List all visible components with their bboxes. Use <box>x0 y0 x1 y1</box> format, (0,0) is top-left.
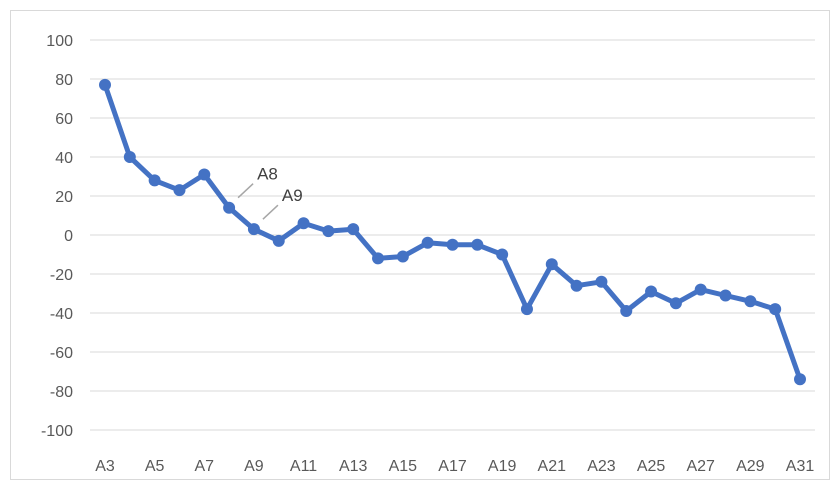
data-point-A27 <box>694 283 707 296</box>
y-tick-label: -60 <box>50 345 73 362</box>
data-point-A21 <box>545 258 558 271</box>
data-point-A12 <box>322 225 335 238</box>
series-line <box>102 82 803 382</box>
x-tick-label: A13 <box>339 458 368 475</box>
data-point-A24 <box>620 305 633 318</box>
data-point-A7 <box>198 168 211 181</box>
data-point-A23 <box>595 275 608 288</box>
x-tick-label: A19 <box>488 458 517 475</box>
data-point-A4 <box>123 151 136 163</box>
annotation-label: A8 <box>257 165 278 184</box>
data-point-A6 <box>173 184 186 197</box>
data-point-A30 <box>769 303 782 316</box>
data-point-A13 <box>347 223 360 236</box>
x-tick-label: A29 <box>736 458 765 475</box>
data-point-A20 <box>520 303 533 316</box>
x-tick-label: A9 <box>244 458 264 475</box>
x-tick-label: A31 <box>786 458 815 475</box>
annotation-leader <box>262 204 279 220</box>
y-tick-label: 100 <box>46 33 73 50</box>
x-axis-tick-labels: A3 A5 A7 A9 A11 A13 A15 A17 A19 A21 A23 A25 A27 A29 A3… <box>95 458 814 475</box>
data-point-A26 <box>669 297 682 310</box>
data-point-A8 <box>223 201 236 214</box>
data-point-A16 <box>421 236 434 249</box>
data-point-A22 <box>570 279 583 292</box>
y-axis-tick-labels: 100 80 60 40 20 0 -20 -40 -60 -80 -100 <box>41 33 73 440</box>
data-series <box>99 78 806 386</box>
gridlines <box>90 39 815 431</box>
x-tick-label: A25 <box>637 458 666 475</box>
data-point-A10 <box>272 234 285 247</box>
data-point-A9 <box>247 223 260 236</box>
data-point-A29 <box>744 295 757 308</box>
annotation-leader <box>237 183 254 199</box>
x-tick-label: A27 <box>686 458 715 475</box>
x-tick-label: A21 <box>538 458 567 475</box>
y-tick-label: 0 <box>64 228 73 245</box>
x-tick-label: A15 <box>389 458 418 475</box>
y-tick-label: 60 <box>55 111 73 128</box>
x-tick-label: A17 <box>438 458 467 475</box>
data-point-A31 <box>794 373 806 386</box>
data-point-A3 <box>99 78 111 91</box>
y-tick-label: -80 <box>50 384 73 401</box>
y-tick-label: 80 <box>55 72 73 89</box>
y-tick-label: -20 <box>50 267 73 284</box>
x-tick-label: A11 <box>290 458 317 475</box>
data-point-A28 <box>719 289 732 302</box>
data-point-A5 <box>148 174 161 187</box>
y-tick-label: -100 <box>41 423 73 440</box>
data-point-A18 <box>471 238 484 251</box>
y-tick-label: 20 <box>55 189 73 206</box>
annotation-label: A9 <box>282 186 303 205</box>
x-tick-label: A23 <box>587 458 616 475</box>
data-point-A19 <box>496 248 509 261</box>
x-tick-label: A3 <box>95 458 115 475</box>
x-tick-label: A7 <box>194 458 214 475</box>
data-point-A25 <box>645 285 658 298</box>
y-tick-label: 40 <box>55 150 73 167</box>
x-tick-label: A5 <box>145 458 165 475</box>
data-point-A11 <box>297 217 310 230</box>
data-point-A14 <box>372 252 385 265</box>
data-point-A15 <box>396 250 409 263</box>
y-tick-label: -40 <box>50 306 73 323</box>
data-point-A17 <box>446 238 459 251</box>
